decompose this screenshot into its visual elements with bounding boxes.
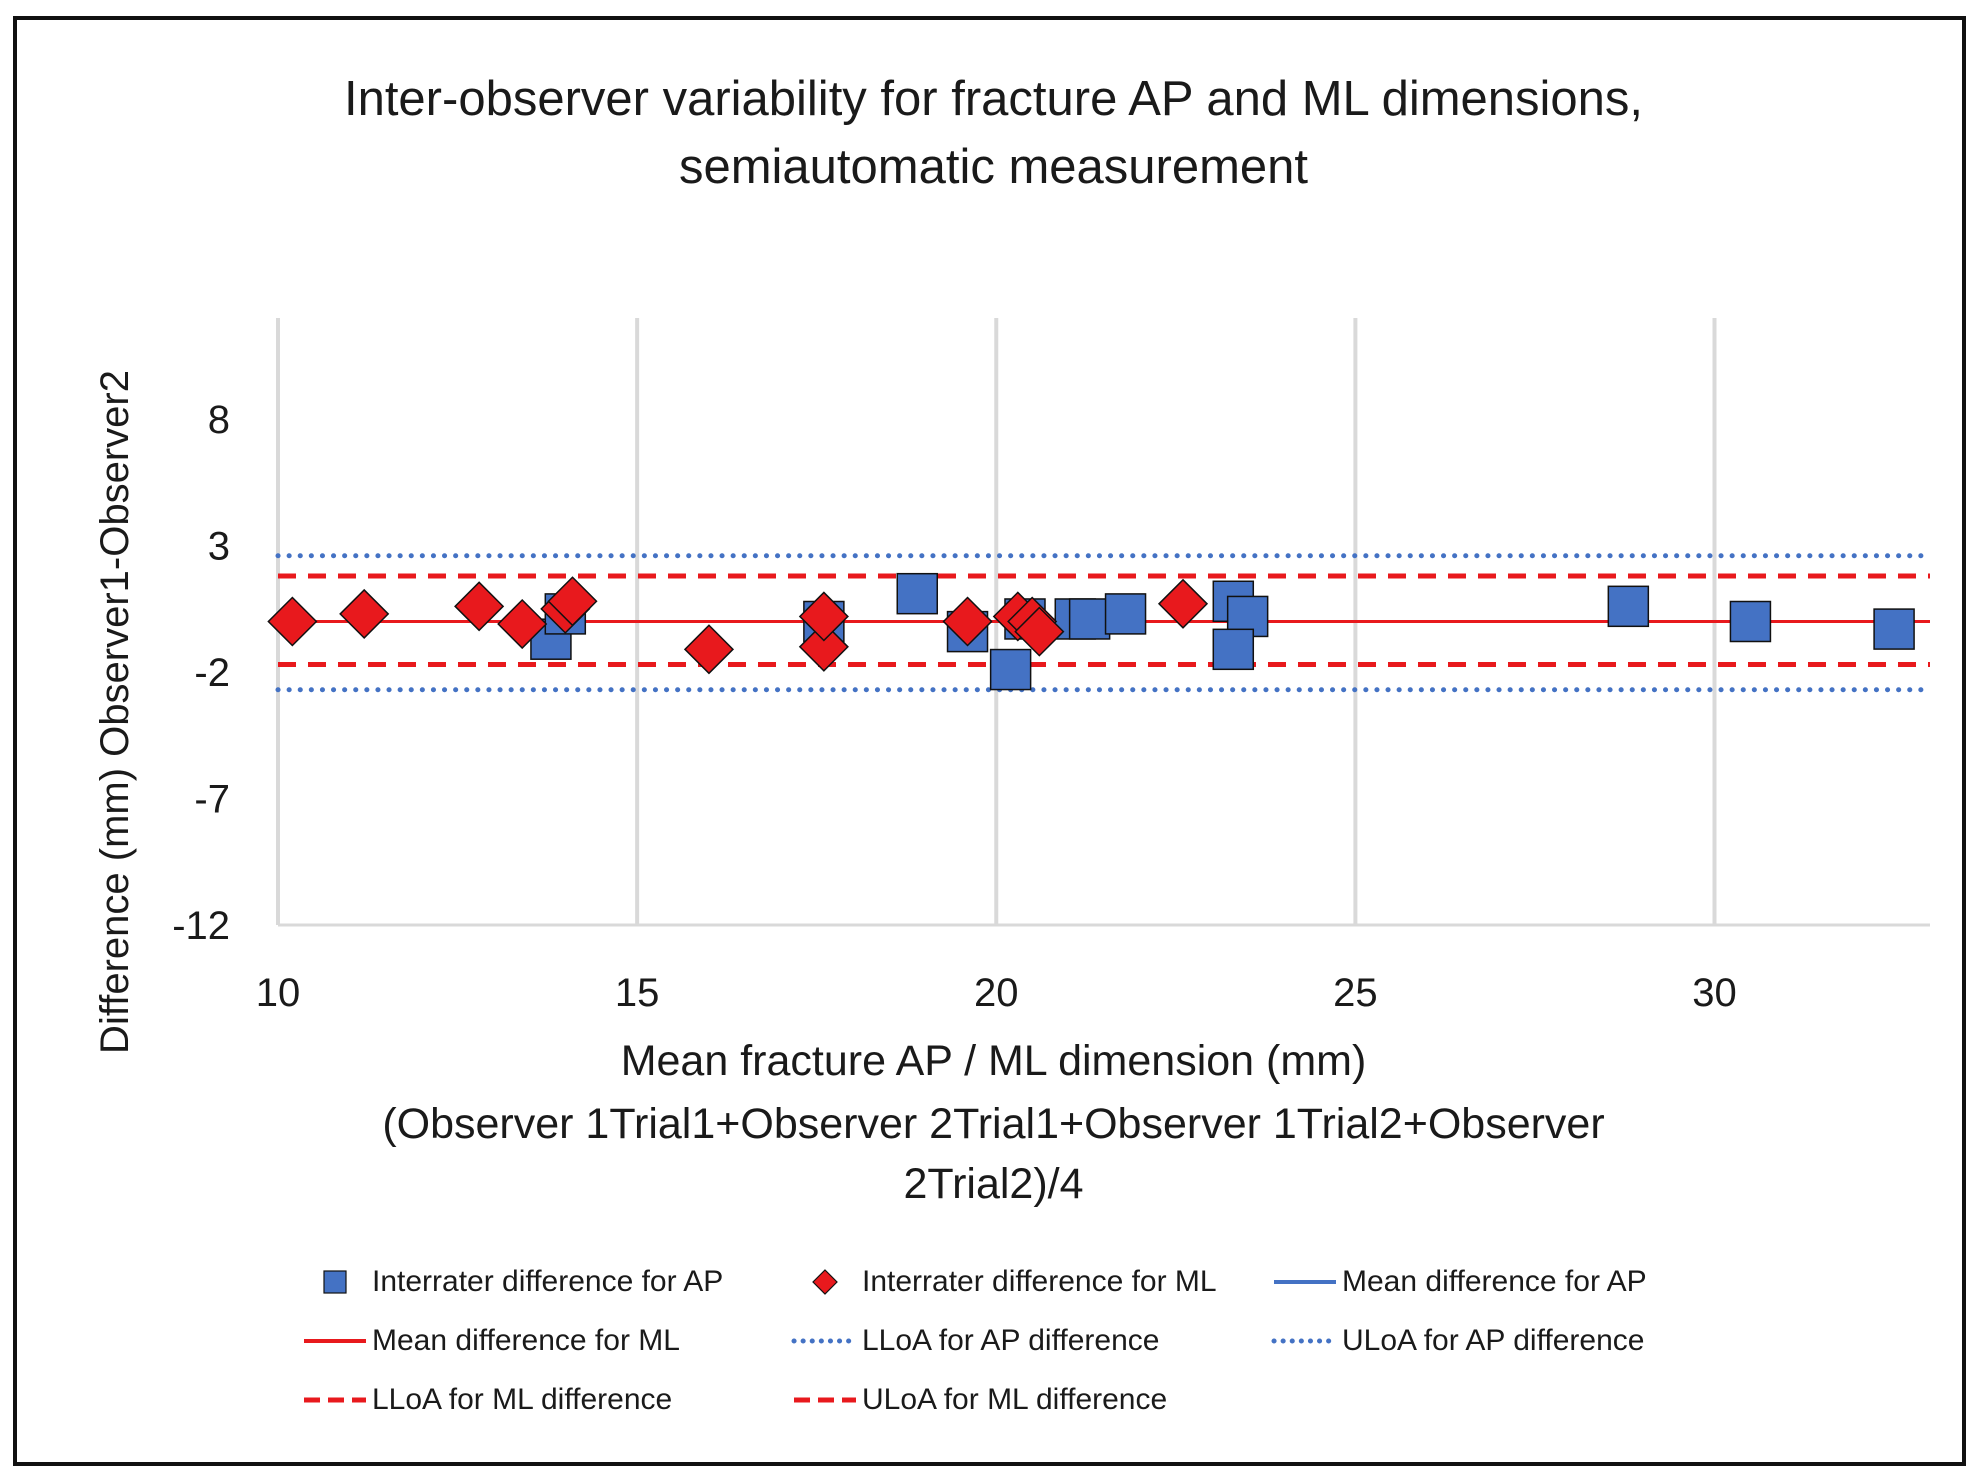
ap-point-12: [1212, 628, 1255, 671]
legend-symbol-dotted: [791, 1338, 859, 1344]
chart-title-line-2: semiautomatic measurement: [678, 140, 1309, 194]
y-tick-label-neg12: -12: [172, 904, 230, 948]
ml-point-12: [1014, 606, 1065, 657]
y-tick-label-neg2: -2: [194, 651, 230, 695]
legend-label: Mean difference for AP: [1342, 1265, 1647, 1298]
x-axis-label-line-2: (Observer 1Trial1+Observer 2Trial1+Obser…: [382, 1100, 1605, 1148]
legend-symbol-dashed: [304, 1397, 366, 1403]
x-tick-label-25: 25: [1333, 971, 1378, 1015]
ml-point-13: [1157, 578, 1209, 629]
legend-item-5: ULoA for AP difference: [1270, 1321, 1644, 1361]
ml-point-3: [497, 598, 548, 650]
ml-point-2: [454, 581, 505, 632]
legend-label: ULoA for AP difference: [1342, 1324, 1645, 1357]
legend-label: Mean difference for ML: [372, 1324, 680, 1357]
ap-point-14: [1729, 600, 1772, 643]
data-points-layer: [267, 572, 1915, 691]
ml-point-6: [683, 624, 735, 675]
legend-label: Interrater difference for AP: [372, 1265, 724, 1298]
x-tick-label-10: 10: [256, 971, 301, 1015]
x-axis-label-line-3: 2Trial2)/4: [903, 1160, 1084, 1208]
legend-symbol-solid: [1274, 1280, 1336, 1284]
x-tick-label-15: 15: [615, 971, 660, 1015]
ap-point-15: [1873, 608, 1915, 650]
legend-symbol-solid: [304, 1339, 366, 1343]
legend-item-7: ULoA for ML difference: [790, 1380, 1167, 1420]
legend-label: Interrater difference for ML: [862, 1265, 1217, 1298]
legend-item-1: Interrater difference for ML: [790, 1262, 1217, 1302]
legend-symbol-dashed: [794, 1397, 856, 1403]
ap-point-3: [896, 572, 939, 615]
chart-title-line-1: Inter-observer variability for fracture …: [343, 72, 1644, 126]
x-tick-label-30: 30: [1692, 971, 1737, 1015]
ml-point-9: [942, 596, 993, 647]
tick-labels-layer: 10 15 20 25 30 8 3 -2 -7 -12: [172, 398, 1737, 1015]
legend-item-3: Mean difference for ML: [300, 1321, 680, 1361]
chart-frame: [13, 16, 1966, 1466]
ap-point-5: [989, 648, 1032, 691]
legend-label: LLoA for ML difference: [372, 1383, 673, 1416]
legend-symbol-dotted: [1271, 1338, 1339, 1344]
legend-symbol-square: [323, 1270, 347, 1294]
legend-symbol-diamond: [812, 1269, 838, 1295]
legend-item-6: LLoA for ML difference: [300, 1380, 672, 1420]
ap-point-13: [1607, 585, 1650, 628]
ml-point-7: [798, 621, 849, 672]
ml-point-1: [339, 588, 390, 639]
legend-item-4: LLoA for AP difference: [790, 1321, 1159, 1361]
legend-item-0: Interrater difference for AP: [300, 1262, 723, 1302]
y-tick-label-8: 8: [208, 398, 230, 442]
x-tick-label-20: 20: [974, 971, 1019, 1015]
legend-label: LLoA for AP difference: [862, 1324, 1160, 1357]
x-axis-label-line-1: Mean fracture AP / ML dimension (mm): [620, 1037, 1367, 1085]
ml-point-5: [547, 576, 598, 627]
y-tick-label-3: 3: [208, 525, 230, 569]
ml-point-8: [798, 591, 849, 642]
ml-point-0: [267, 596, 318, 647]
legend-label: ULoA for ML difference: [862, 1383, 1168, 1416]
ap-point-8: [1068, 598, 1111, 640]
legend-item-2: Mean difference for AP: [1270, 1262, 1647, 1302]
ap-point-9: [1104, 593, 1147, 635]
y-tick-label-neg7: -7: [194, 778, 230, 822]
y-axis-label: Difference (mm) Observer1-Observer2: [93, 370, 137, 1054]
